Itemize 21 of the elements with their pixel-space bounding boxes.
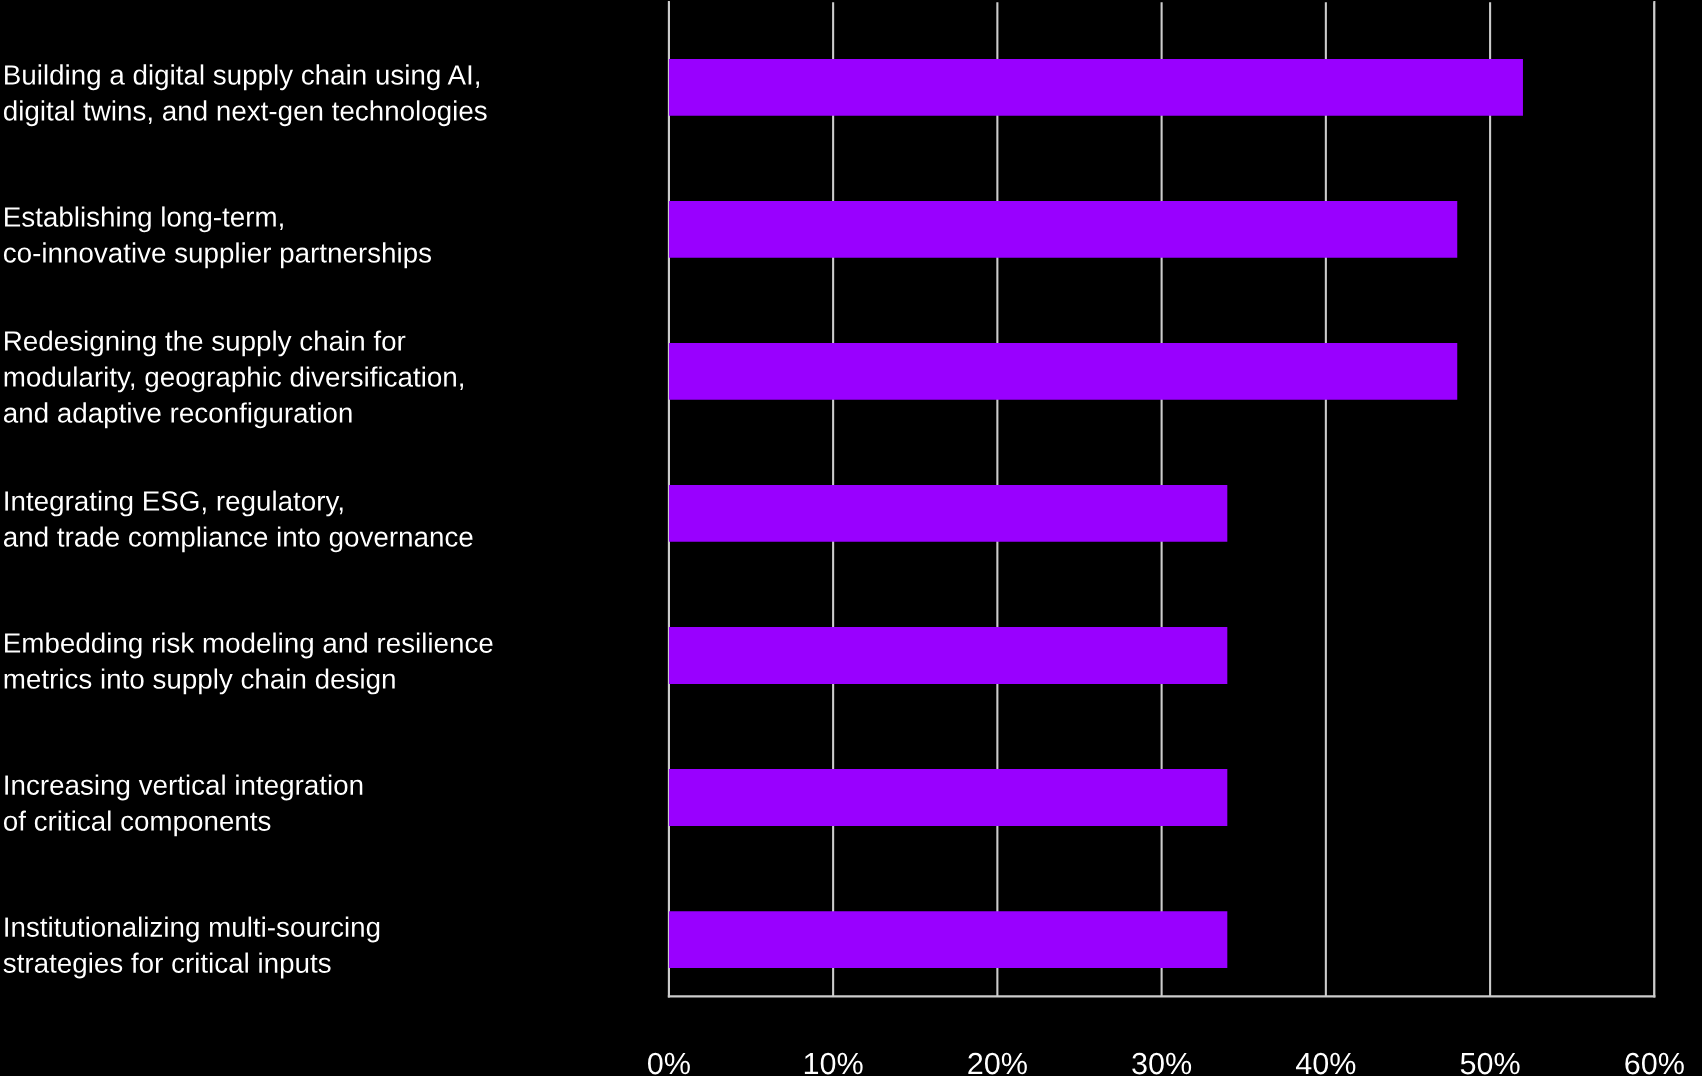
y-tick-label: Institutionalizing multi-sourcing strategies for critical inputs [3, 916, 380, 979]
bar [668, 485, 1228, 542]
y-tick-label: Redesigning the supply chain for modularity, geographic diversification, and adaptive reconfiguration [3, 330, 463, 429]
bar [668, 343, 1458, 400]
y-tick-label: Embedding risk modeling and resilience metrics into supply chain design [4, 632, 493, 695]
x-tick-label: 10% [804, 1052, 863, 1075]
x-tick-label: 20% [968, 1052, 1027, 1075]
x-tick-label: 0% [648, 1052, 690, 1075]
y-tick-label: Integrating ESG, regulatory, and trade compliance into governance [3, 490, 473, 553]
bar [668, 201, 1458, 258]
bar [668, 769, 1228, 826]
x-tick-label: 60% [1625, 1052, 1684, 1075]
x-tick-label: 50% [1460, 1052, 1520, 1075]
y-tick-label: Increasing vertical integration of critical components [3, 774, 363, 837]
y-tick-label: Establishing long-term, co-innovative supplier partnerships [3, 206, 432, 269]
bar [668, 627, 1228, 684]
x-tick-label: 40% [1295, 1052, 1356, 1075]
bar [668, 911, 1228, 968]
y-tick-label: Building a digital supply chain using AI, digital twins, and next-gen technologies [3, 64, 487, 127]
bar [668, 58, 1523, 116]
x-tick-label: 30% [1132, 1052, 1192, 1075]
